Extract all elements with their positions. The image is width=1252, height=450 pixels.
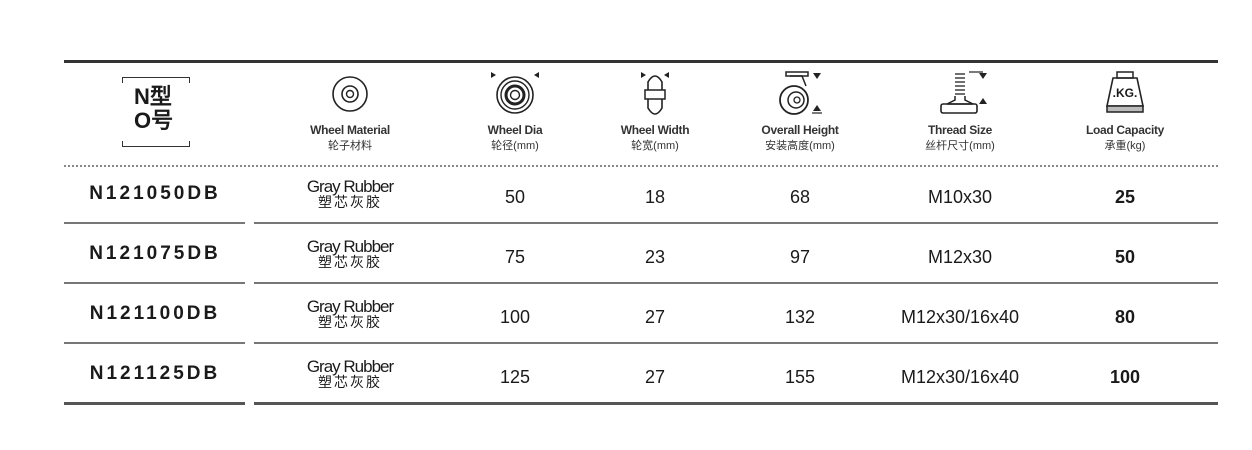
material-en: Gray Rubber (306, 177, 394, 196)
row-divider (254, 222, 1218, 224)
wheel-width: 23 (644, 247, 666, 267)
load-capacity: 100 (1109, 367, 1141, 387)
row-divider (254, 402, 1218, 405)
header-load-capacity: Load Capacity 承重(kg) (1086, 123, 1164, 153)
wheel-dia: 100 (499, 307, 531, 327)
material-en: Gray Rubber (306, 297, 394, 316)
thread-size: M12x30/16x40 (900, 307, 1020, 327)
wheel-width-icon (641, 72, 669, 115)
wheel-dia: 75 (504, 247, 526, 267)
part-no-label-line1: N型 (134, 84, 172, 109)
header-cn: 轮径(mm) (491, 140, 539, 152)
row-divider (254, 342, 1218, 344)
header-wheel-dia: Wheel Dia 轮径(mm) (488, 123, 543, 153)
material-cn: 塑芯灰胶 (317, 194, 382, 210)
part-number: N121125DB (89, 363, 221, 384)
header-en: Load Capacity (1085, 123, 1165, 137)
table-top-rule (64, 60, 1218, 63)
wheel-material: Gray Rubber 塑芯灰胶 (306, 357, 394, 390)
header-overall-height: Overall Height 安装高度(mm) (761, 123, 838, 153)
load-capacity: 50 (1114, 247, 1136, 267)
part-number: N121050DB (89, 183, 221, 204)
caster-height-icon (779, 71, 822, 115)
header-divider (64, 165, 1218, 167)
row-divider (254, 282, 1218, 284)
weight-kg-icon: .KG. (1103, 70, 1147, 116)
row-divider (64, 342, 245, 344)
thread-size: M10x30 (927, 187, 993, 207)
overall-height: 155 (784, 367, 816, 387)
header-cn: 轮宽(mm) (631, 140, 679, 152)
overall-height: 97 (789, 247, 811, 267)
row-divider (64, 402, 245, 405)
header-wheel-material: Wheel Material 轮子材料 (310, 123, 390, 153)
overall-height: 132 (784, 307, 816, 327)
header-cn: 承重(kg) (1104, 140, 1146, 152)
part-no-label-line2: O号 (134, 108, 174, 133)
header-en: Wheel Dia (487, 123, 543, 137)
wheel-icon (332, 76, 368, 112)
header-en: Thread Size (927, 123, 993, 137)
wheel-dia: 125 (499, 367, 531, 387)
wheel-width: 27 (644, 367, 666, 387)
load-capacity: 80 (1114, 307, 1136, 327)
wheel-material: Gray Rubber 塑芯灰胶 (306, 177, 394, 210)
material-cn: 塑芯灰胶 (317, 314, 382, 330)
wheel-material: Gray Rubber 塑芯灰胶 (306, 297, 394, 330)
part-number: N121100DB (89, 303, 221, 324)
header-cn: 丝杆尺寸(mm) (925, 140, 995, 152)
header-cn: 轮子材料 (327, 140, 372, 152)
header-cn: 安装高度(mm) (765, 140, 835, 152)
header-wheel-width: Wheel Width 轮宽(mm) (621, 123, 690, 153)
row-divider (64, 282, 245, 284)
header-thread-size: Thread Size 丝杆尺寸(mm) (925, 123, 995, 153)
overall-height: 68 (789, 187, 811, 207)
material-cn: 塑芯灰胶 (317, 254, 382, 270)
part-number: N121075DB (89, 243, 221, 264)
load-capacity: 25 (1114, 187, 1136, 207)
header-en: Overall Height (761, 123, 839, 137)
thread-stem-icon (940, 71, 987, 114)
header-en: Wheel Material (310, 123, 390, 137)
material-en: Gray Rubber (306, 357, 394, 376)
wheel-material: Gray Rubber 塑芯灰胶 (306, 237, 394, 270)
thread-size: M12x30 (927, 247, 993, 267)
wheel-width: 27 (644, 307, 666, 327)
row-divider (64, 222, 245, 224)
wheel-dia: 50 (504, 187, 526, 207)
wheel-width: 18 (644, 187, 666, 207)
wheel-diameter-icon (491, 72, 539, 114)
part-no-header: N型 O号 (122, 77, 190, 147)
kg-label: .KG. (1112, 86, 1138, 100)
material-cn: 塑芯灰胶 (317, 374, 382, 390)
thread-size: M12x30/16x40 (900, 367, 1020, 387)
header-en: Wheel Width (620, 123, 690, 137)
material-en: Gray Rubber (306, 237, 394, 256)
